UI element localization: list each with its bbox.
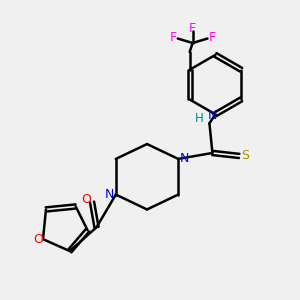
Text: N: N <box>180 152 190 165</box>
Text: S: S <box>241 149 249 162</box>
Text: O: O <box>34 233 44 246</box>
Text: F: F <box>189 22 196 34</box>
Text: F: F <box>208 31 215 44</box>
Text: O: O <box>81 193 91 206</box>
Text: F: F <box>170 31 177 44</box>
Text: N: N <box>105 188 114 201</box>
Text: N: N <box>208 109 217 122</box>
Text: H: H <box>195 112 203 125</box>
